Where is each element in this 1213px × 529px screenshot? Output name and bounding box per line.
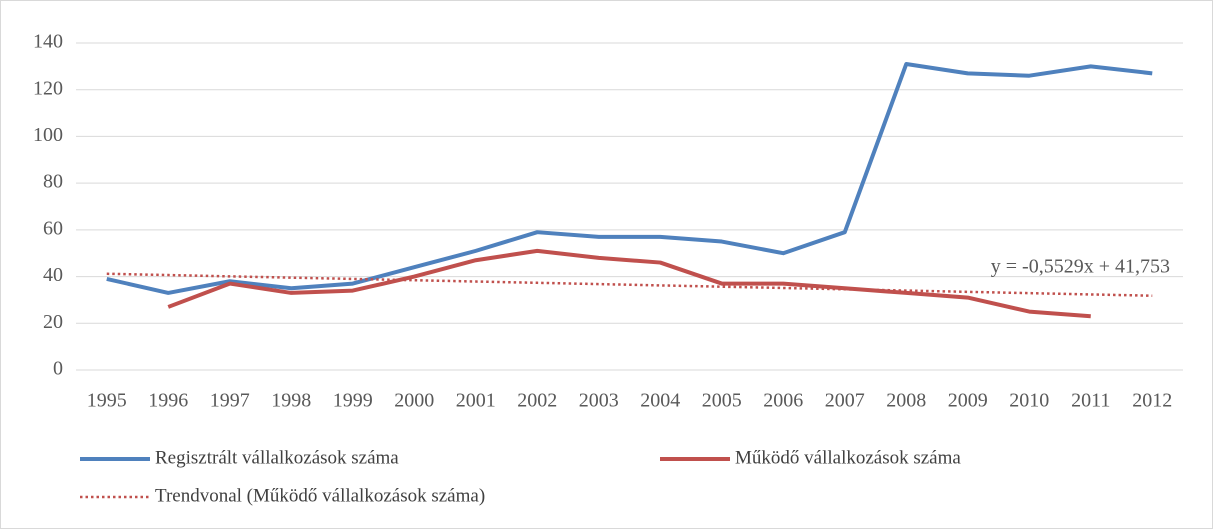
legend-label: Trendvonal (Működő vállalkozások száma) [155, 485, 485, 506]
x-tick-label: 1995 [87, 390, 127, 412]
x-tick-label: 2007 [825, 390, 865, 412]
legend: Regisztrált vállalkozások száma Működő vá… [80, 447, 961, 506]
x-tick-label: 2012 [1132, 390, 1172, 412]
x-tick-label: 1998 [271, 390, 311, 412]
x-tick-label: 2006 [763, 390, 803, 412]
x-tick-label: 2010 [1009, 390, 1049, 412]
x-tick-label: 2009 [948, 390, 988, 412]
series-line [106, 62, 1153, 295]
legend-label: Regisztrált vállalkozások száma [155, 447, 399, 468]
x-tick-label: 2001 [456, 390, 496, 412]
y-tick-label: 20 [43, 311, 63, 333]
y-tick-label: 40 [43, 264, 63, 286]
y-tick-label: 140 [33, 31, 63, 53]
x-tick-label: 1999 [333, 390, 373, 412]
y-tick-label: 120 [33, 77, 63, 99]
trend-line [106, 272, 1153, 297]
x-tick-label: 2004 [640, 390, 680, 412]
x-tick-label: 2000 [394, 390, 434, 412]
x-tick-label: 1996 [148, 390, 188, 412]
y-tick-label: 0 [53, 358, 63, 380]
x-tick-label: 2011 [1071, 390, 1110, 412]
legend-label: Működő vállalkozások száma [735, 447, 961, 468]
plot-area: 0 20 40 60 80 100 120 140 1995 1996 1997 1998 1999 20… [33, 31, 1183, 412]
x-tick-label: 2008 [886, 390, 926, 412]
y-tick-label: 100 [33, 124, 63, 146]
y-tick-label: 80 [43, 171, 63, 193]
annotation: y = -0,5529x + 41,753 [991, 256, 1170, 278]
x-tick-label: 2003 [579, 390, 619, 412]
x-tick-label: 2002 [517, 390, 557, 412]
x-tick-label: 2005 [702, 390, 742, 412]
y-tick-label: 60 [43, 217, 63, 239]
series-line [167, 248, 1091, 319]
x-tick-label: 1997 [210, 390, 250, 412]
